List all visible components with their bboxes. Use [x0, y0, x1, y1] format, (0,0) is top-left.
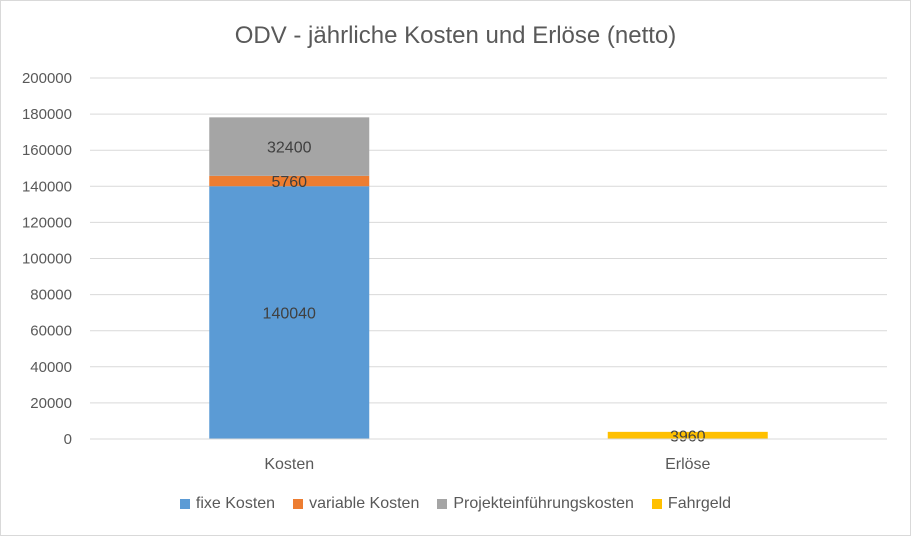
legend-item: Projekteinführungskosten: [437, 495, 634, 513]
y-tick-label: 160000: [22, 142, 72, 159]
legend-label: Projekteinführungskosten: [453, 495, 634, 512]
data-label: 5760: [271, 174, 307, 191]
legend-label: variable Kosten: [309, 495, 420, 512]
y-tick-label: 140000: [22, 178, 72, 195]
bar-segment: [209, 117, 370, 176]
y-tick-label: 20000: [30, 395, 72, 412]
x-tick-label: Erlöse: [665, 456, 710, 473]
y-tick-label: 120000: [22, 214, 72, 231]
y-tick-label: 80000: [30, 287, 72, 304]
chart-title: ODV - jährliche Kosten und Erlöse (netto…: [234, 22, 677, 49]
legend-item: Fahrgeld: [651, 495, 732, 513]
y-tick-label: 40000: [30, 359, 72, 376]
data-label: 140040: [263, 306, 316, 323]
y-tick-label: 0: [64, 431, 72, 448]
x-tick-label: Kosten: [264, 456, 314, 473]
legend-swatch: [651, 499, 662, 509]
legend-label: Fahrgeld: [667, 495, 732, 512]
legend: fixe Kosten variable Kosten Projekteinführ…: [0, 495, 911, 513]
y-tick-label: 180000: [22, 106, 72, 123]
legend-swatch: [437, 499, 448, 509]
legend-item: variable Kosten: [293, 495, 419, 513]
legend-item: fixe Kosten: [179, 495, 276, 513]
bar-segment: [607, 431, 768, 439]
legend-swatch: [179, 499, 190, 509]
bar-segment: [209, 186, 370, 439]
data-label: 32400: [267, 140, 312, 157]
y-tick-label: 200000: [22, 70, 72, 87]
legend-label: fixe Kosten: [195, 495, 276, 512]
y-tick-label: 100000: [22, 251, 72, 268]
y-tick-label: 60000: [30, 323, 72, 340]
legend-swatch: [293, 499, 304, 509]
data-label: 3960: [670, 428, 706, 445]
bar-segment: [209, 175, 370, 187]
